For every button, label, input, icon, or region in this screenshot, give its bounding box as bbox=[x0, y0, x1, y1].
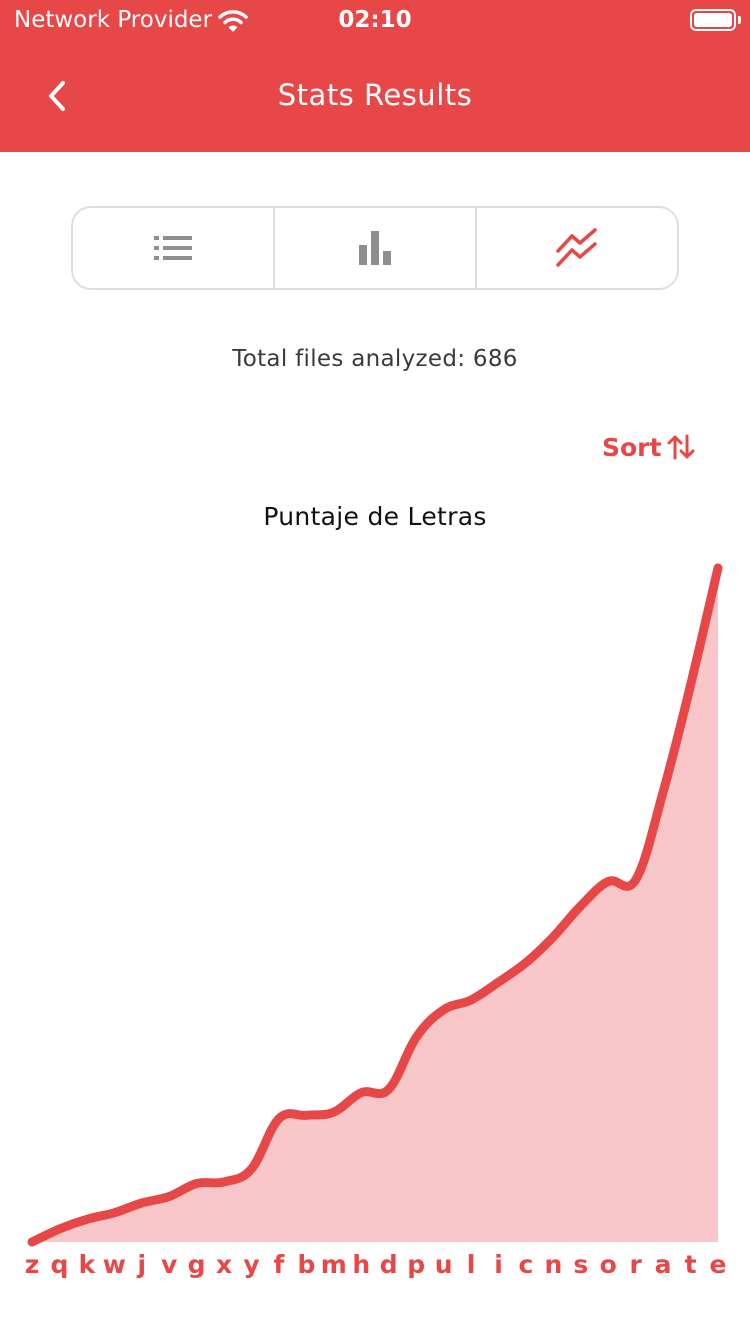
battery-icon bbox=[690, 9, 736, 31]
x-tick-label: o bbox=[600, 1250, 617, 1279]
chart-point-n bbox=[551, 934, 556, 939]
x-tick-label: j bbox=[137, 1250, 147, 1279]
x-tick-label: n bbox=[544, 1250, 562, 1279]
chart-point-f bbox=[277, 1116, 281, 1121]
total-files-text: Total files analyzed: 686 bbox=[232, 346, 518, 372]
chart-point-t bbox=[688, 682, 693, 687]
chart-point-w bbox=[112, 1210, 117, 1215]
chart-point-z bbox=[30, 1240, 34, 1244]
chart-point-g bbox=[194, 1181, 199, 1186]
chart-point-i bbox=[496, 980, 501, 985]
sort-arrows-icon bbox=[667, 434, 695, 460]
back-button[interactable] bbox=[40, 76, 74, 116]
chart-point-s bbox=[578, 903, 583, 908]
x-tick-label: k bbox=[79, 1250, 97, 1279]
carrier-name: Network Provider bbox=[14, 7, 213, 33]
x-tick-label: r bbox=[630, 1250, 643, 1279]
x-tick-label: w bbox=[103, 1250, 126, 1279]
x-tick-label: u bbox=[435, 1250, 453, 1279]
x-tick-label: v bbox=[161, 1250, 177, 1279]
line-view-tab[interactable] bbox=[477, 208, 677, 288]
chart-point-o bbox=[606, 879, 611, 884]
list-icon bbox=[154, 236, 192, 260]
bar-view-tab[interactable] bbox=[275, 208, 477, 288]
chart-point-v bbox=[167, 1194, 172, 1199]
view-switcher bbox=[71, 206, 679, 290]
page-title: Stats Results bbox=[277, 78, 473, 112]
x-tick-label: q bbox=[50, 1250, 68, 1279]
x-tick-label: e bbox=[710, 1250, 727, 1279]
bar-chart-icon bbox=[359, 231, 391, 265]
chart-point-l bbox=[469, 998, 473, 1002]
x-tick-label: t bbox=[685, 1250, 697, 1279]
chart-point-x bbox=[222, 1179, 227, 1184]
status-bar: Network Provider 02:10 bbox=[0, 0, 750, 42]
sort-button[interactable]: Sort bbox=[602, 429, 695, 465]
x-tick-label: i bbox=[494, 1250, 503, 1279]
x-tick-label: a bbox=[655, 1250, 672, 1279]
chart-point-q bbox=[57, 1227, 62, 1231]
x-tick-label: m bbox=[321, 1250, 347, 1279]
status-time: 02:10 bbox=[338, 7, 412, 33]
chart-point-y bbox=[249, 1166, 254, 1171]
chart-point-k bbox=[84, 1217, 89, 1222]
chart-point-m bbox=[331, 1110, 336, 1115]
chart-point-d bbox=[386, 1087, 391, 1092]
x-tick-label: g bbox=[188, 1250, 206, 1279]
wifi-icon bbox=[218, 10, 248, 32]
x-tick-label: x bbox=[216, 1250, 232, 1279]
x-tick-label: p bbox=[407, 1250, 425, 1279]
battery-tip bbox=[738, 16, 741, 24]
chart-point-u bbox=[441, 1007, 446, 1012]
chart-point-h bbox=[359, 1090, 364, 1095]
x-tick-label: y bbox=[243, 1250, 259, 1279]
x-tick-label: d bbox=[380, 1250, 398, 1279]
x-tick-label: l bbox=[467, 1250, 476, 1279]
chart-point-b bbox=[304, 1113, 309, 1118]
x-tick-label: b bbox=[297, 1250, 315, 1279]
chart-point-e bbox=[716, 566, 720, 570]
app-header: Network Provider 02:10 Stats Results bbox=[0, 0, 750, 152]
line-chart-icon bbox=[556, 228, 597, 267]
chart-point-r bbox=[633, 877, 638, 882]
sort-label: Sort bbox=[602, 432, 662, 462]
chart-point-j bbox=[139, 1201, 144, 1205]
x-tick-label: f bbox=[274, 1250, 286, 1279]
chart-point-a bbox=[661, 790, 666, 795]
x-tick-label: z bbox=[25, 1250, 40, 1279]
chevron-left-icon bbox=[49, 81, 65, 111]
x-tick-label: s bbox=[573, 1250, 588, 1279]
x-tick-label: c bbox=[518, 1250, 533, 1279]
list-view-tab[interactable] bbox=[73, 208, 275, 288]
chart-area-fill bbox=[32, 568, 718, 1242]
x-tick-label: h bbox=[352, 1250, 370, 1279]
chart-point-p bbox=[414, 1035, 419, 1040]
chart-point-c bbox=[523, 960, 528, 965]
chart-title: Puntaje de Letras bbox=[263, 502, 487, 531]
